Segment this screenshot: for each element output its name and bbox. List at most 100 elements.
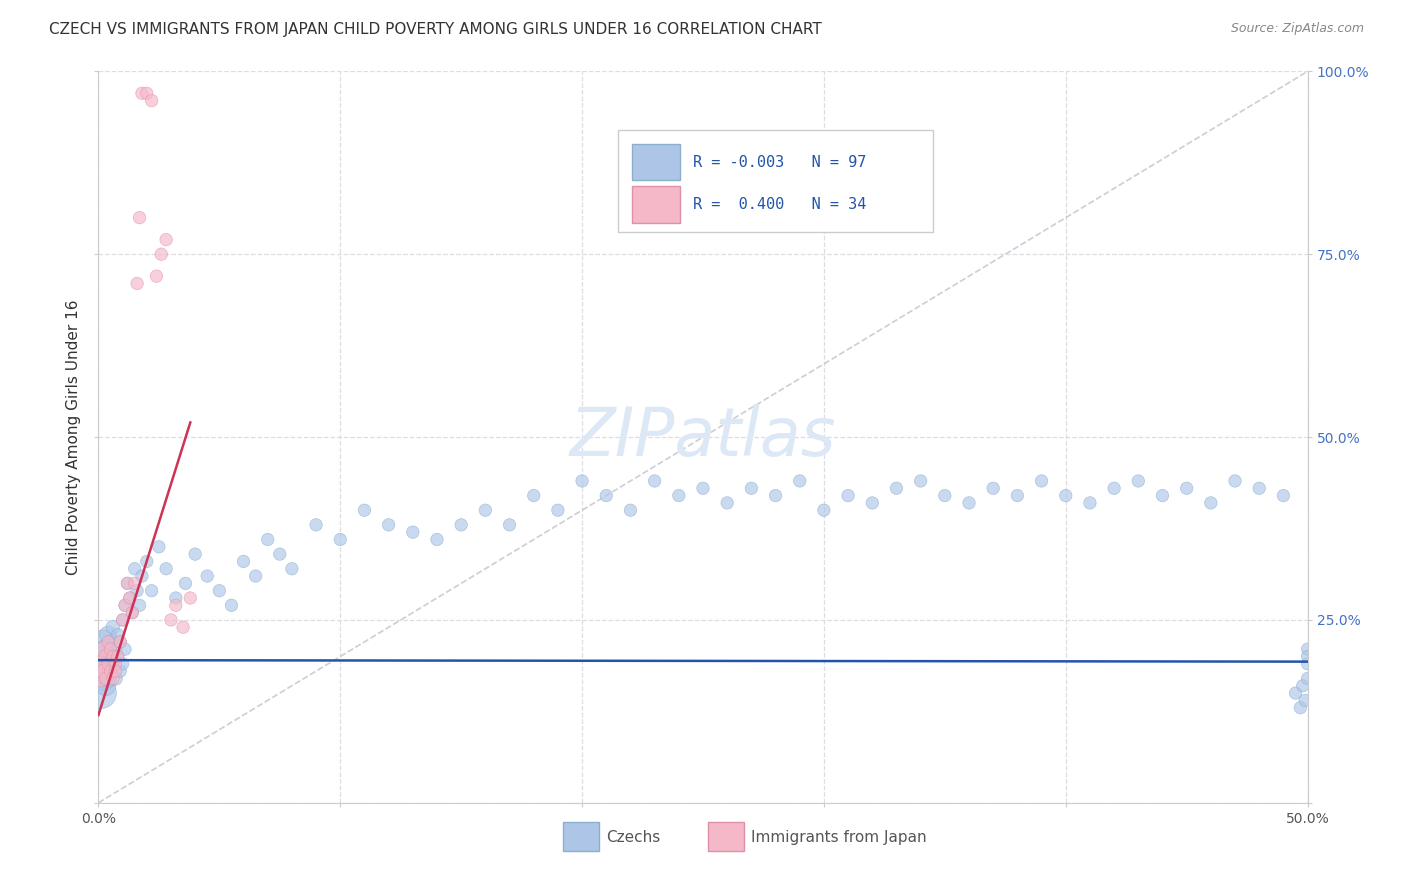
- Point: [160, 613, 183, 627]
- Point: [571, 474, 593, 488]
- Point: [179, 591, 201, 605]
- Point: [101, 649, 124, 664]
- FancyBboxPatch shape: [631, 144, 681, 180]
- Point: [957, 496, 980, 510]
- Point: [232, 554, 254, 568]
- Y-axis label: Child Poverty Among Girls Under 16: Child Poverty Among Girls Under 16: [66, 300, 82, 574]
- Point: [172, 620, 194, 634]
- Point: [104, 642, 127, 657]
- Point: [111, 657, 134, 671]
- Point: [90, 672, 112, 686]
- Point: [1078, 496, 1101, 510]
- Point: [117, 576, 139, 591]
- Point: [377, 517, 399, 532]
- Point: [245, 569, 267, 583]
- FancyBboxPatch shape: [631, 186, 681, 223]
- Point: [195, 569, 218, 583]
- Point: [91, 664, 114, 678]
- Point: [281, 562, 304, 576]
- Point: [131, 87, 153, 101]
- Point: [305, 517, 328, 532]
- Point: [90, 686, 112, 700]
- Point: [97, 672, 120, 686]
- Point: [353, 503, 375, 517]
- Point: [150, 247, 173, 261]
- Point: [886, 481, 908, 495]
- Point: [100, 649, 122, 664]
- Point: [94, 672, 117, 686]
- Point: [934, 489, 956, 503]
- Point: [91, 642, 114, 657]
- Point: [141, 583, 163, 598]
- FancyBboxPatch shape: [562, 822, 599, 851]
- Point: [124, 562, 146, 576]
- Text: ZIPatlas: ZIPatlas: [569, 404, 837, 470]
- Point: [118, 591, 141, 605]
- Point: [450, 517, 472, 532]
- Point: [114, 642, 136, 657]
- Point: [1272, 489, 1295, 503]
- Point: [101, 657, 124, 671]
- Point: [124, 576, 146, 591]
- Point: [114, 599, 136, 613]
- Point: [184, 547, 207, 561]
- Point: [135, 87, 157, 101]
- Point: [114, 599, 136, 613]
- Point: [1031, 474, 1053, 488]
- Point: [91, 635, 114, 649]
- Point: [94, 679, 117, 693]
- Point: [221, 599, 243, 613]
- Point: [100, 635, 122, 649]
- Point: [716, 496, 738, 510]
- Point: [1199, 496, 1222, 510]
- Point: [101, 620, 124, 634]
- Point: [97, 635, 120, 649]
- Point: [104, 672, 127, 686]
- Point: [108, 664, 131, 678]
- Point: [644, 474, 666, 488]
- Point: [100, 664, 122, 678]
- Point: [1296, 649, 1319, 664]
- Point: [91, 649, 114, 664]
- Point: [94, 664, 117, 678]
- Point: [97, 657, 120, 671]
- Point: [329, 533, 352, 547]
- Point: [165, 599, 187, 613]
- Point: [1249, 481, 1271, 495]
- Point: [1054, 489, 1077, 503]
- Point: [127, 583, 149, 598]
- Text: Immigrants from Japan: Immigrants from Japan: [751, 830, 927, 845]
- Text: R = -0.003   N = 97: R = -0.003 N = 97: [693, 154, 866, 169]
- Point: [121, 606, 143, 620]
- Point: [107, 627, 129, 641]
- Point: [108, 635, 131, 649]
- Point: [104, 664, 127, 678]
- Point: [1128, 474, 1150, 488]
- Point: [256, 533, 278, 547]
- Point: [1102, 481, 1125, 495]
- Point: [101, 672, 124, 686]
- FancyBboxPatch shape: [707, 822, 744, 851]
- Point: [402, 525, 425, 540]
- Point: [128, 599, 150, 613]
- Point: [108, 635, 131, 649]
- Text: R =  0.400   N = 34: R = 0.400 N = 34: [693, 197, 866, 212]
- Point: [118, 591, 141, 605]
- Point: [131, 569, 153, 583]
- FancyBboxPatch shape: [619, 130, 932, 232]
- Point: [1296, 642, 1319, 657]
- Point: [141, 94, 163, 108]
- Point: [145, 269, 167, 284]
- Point: [269, 547, 291, 561]
- Point: [1152, 489, 1174, 503]
- Point: [100, 664, 122, 678]
- Point: [121, 606, 143, 620]
- Point: [692, 481, 714, 495]
- Point: [860, 496, 883, 510]
- Point: [90, 664, 112, 678]
- Point: [111, 613, 134, 627]
- Point: [789, 474, 811, 488]
- Point: [1007, 489, 1029, 503]
- Point: [117, 576, 139, 591]
- Point: [813, 503, 835, 517]
